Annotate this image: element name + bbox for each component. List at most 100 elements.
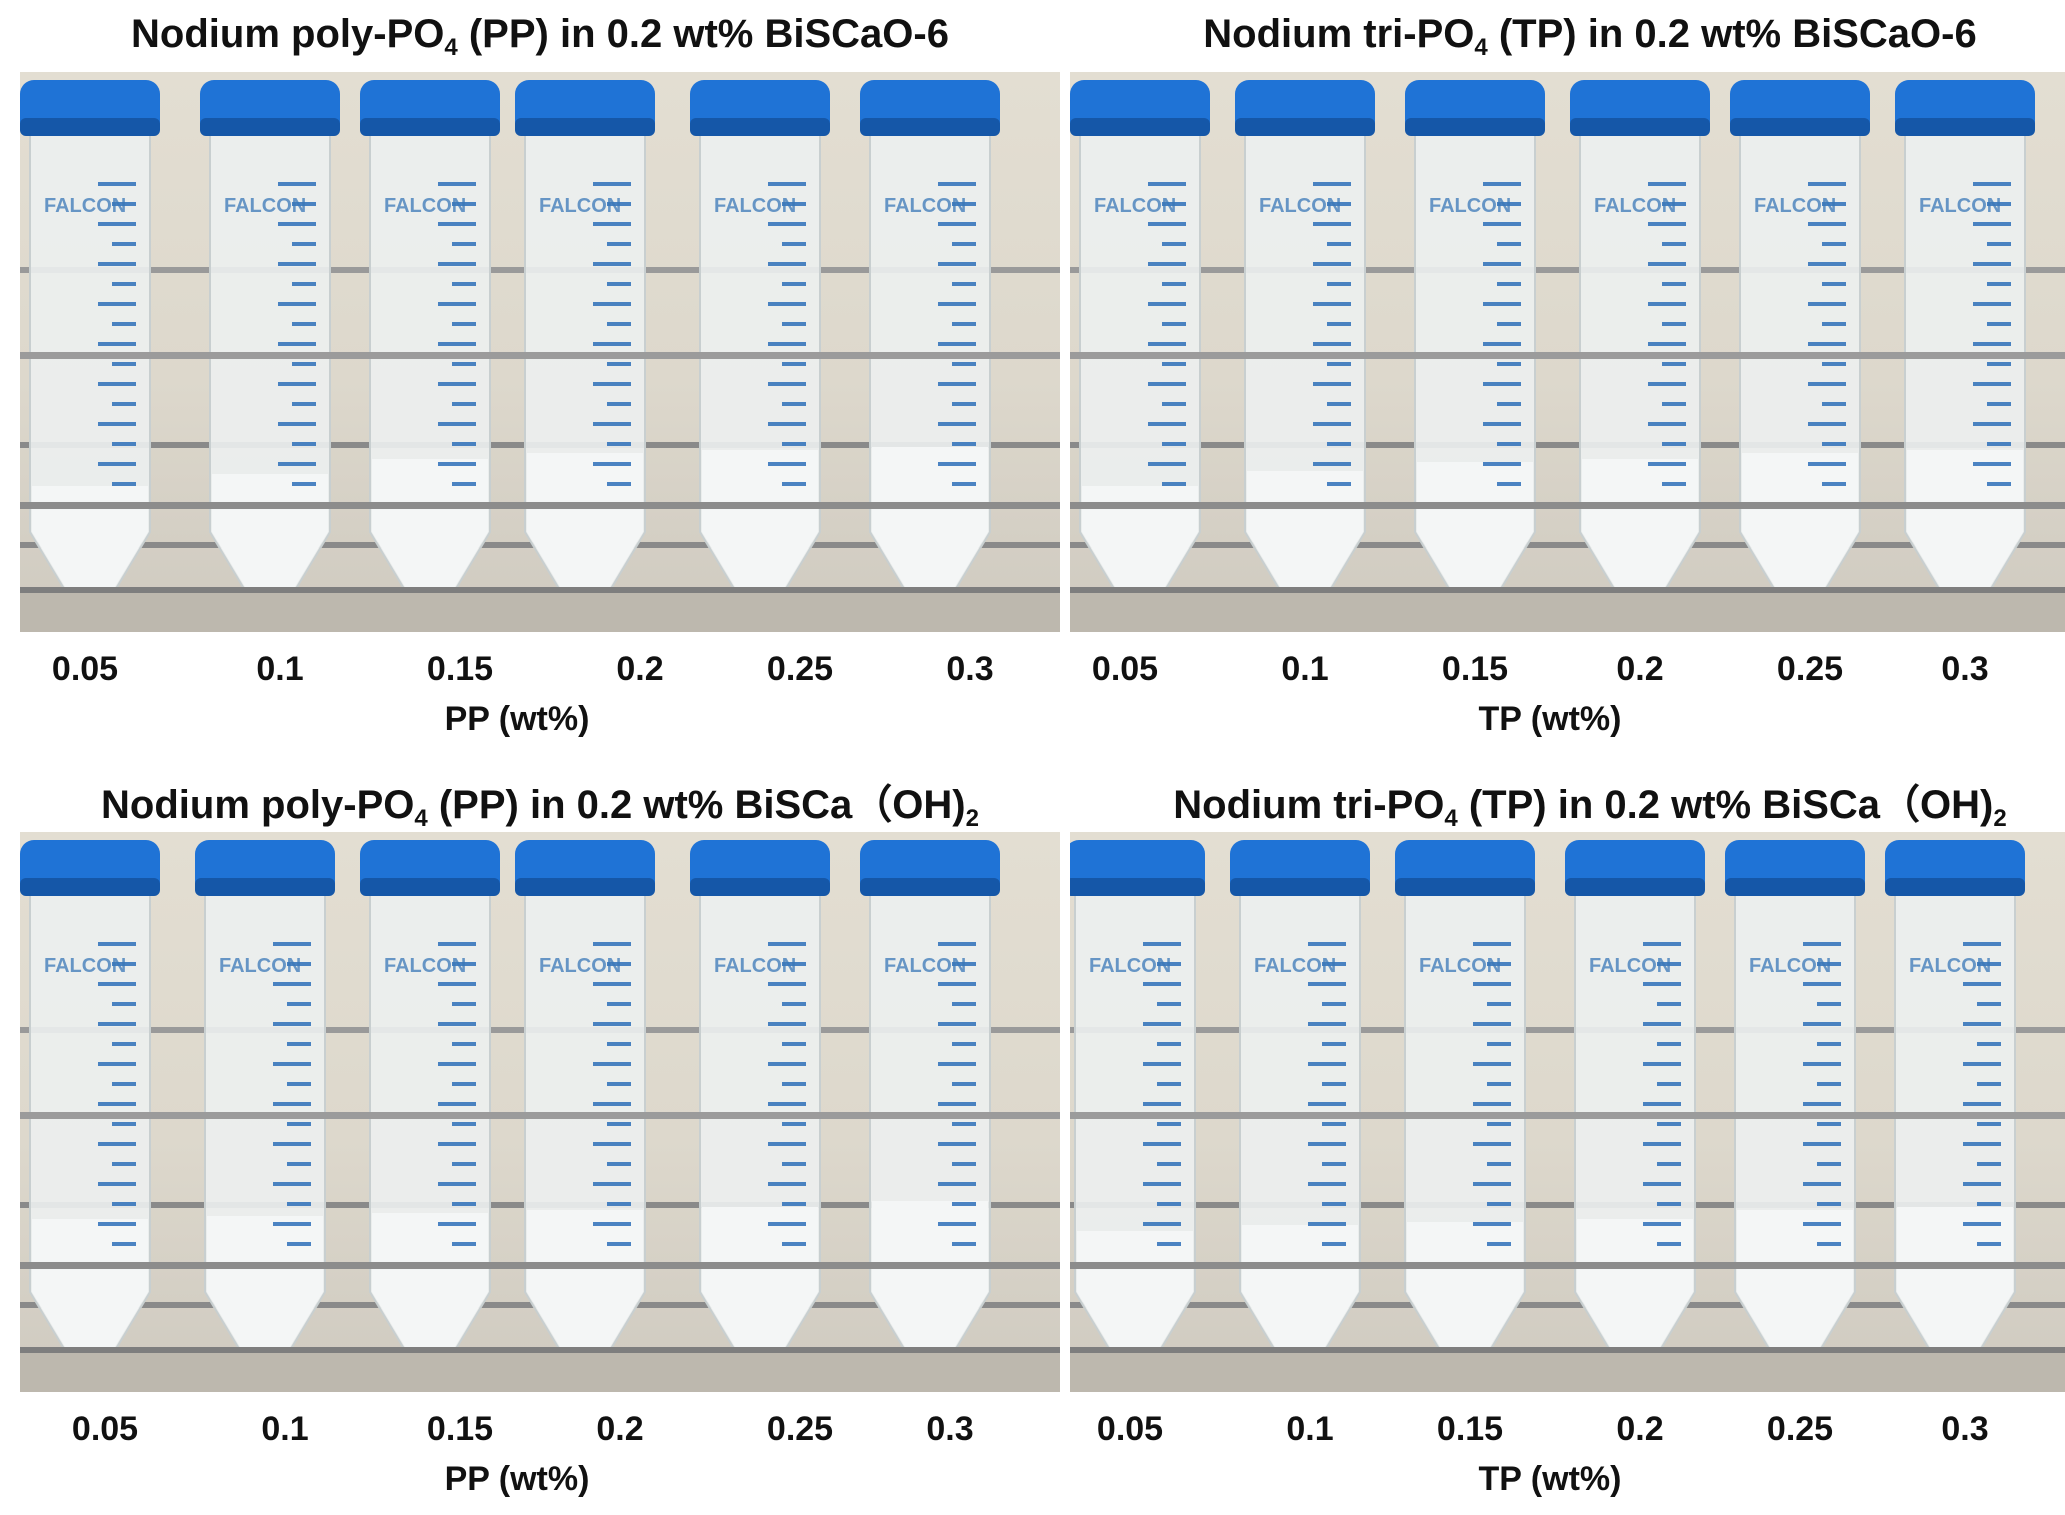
sediment	[1577, 1219, 1693, 1360]
centrifuge-tube: FALCON	[1730, 80, 1870, 603]
photo-scene: FALCON FALCON FALCON FALCON FALCON FALCON	[20, 80, 1060, 632]
sediment	[702, 450, 818, 600]
concentration-label: 0.25	[766, 1410, 834, 1448]
centrifuge-tube: FALCON	[1070, 80, 1210, 603]
sediment	[1247, 471, 1363, 600]
concentration-label: 0.1	[1286, 1410, 1334, 1448]
rack-bar	[1070, 502, 2065, 509]
sediment	[1242, 1225, 1358, 1360]
concentration-label: 0.05	[51, 650, 119, 688]
rack-bar	[20, 502, 1060, 509]
concentration-label: 0.3	[926, 1410, 974, 1448]
panel-title: Nodium poly-PO4 (PP) in 0.2 wt% BiSCa（OH…	[101, 783, 979, 832]
concentration-label: 0.05	[1096, 1410, 1164, 1448]
sediment	[1737, 1210, 1853, 1360]
concentration-label: 0.25	[1766, 1410, 1834, 1448]
panel-title: Nodium tri-PO4 (TP) in 0.2 wt% BiSCaO-6	[1203, 12, 1977, 61]
centrifuge-tube: FALCON	[690, 80, 830, 603]
rack-base	[1070, 1352, 2065, 1392]
sediment	[372, 1213, 488, 1360]
sediment	[1582, 459, 1698, 600]
concentration-labels: 0.05 0.1 0.15 0.2 0.25 0.3	[1070, 1410, 2065, 1450]
panel-title: Nodium poly-PO4 (PP) in 0.2 wt% BiSCaO-6	[131, 12, 949, 61]
tube-brand-label: FALCON	[1919, 195, 2001, 217]
concentration-label: 0.15	[1441, 650, 1509, 688]
sediment	[1077, 1231, 1193, 1360]
tube-brand-label: FALCON	[1089, 955, 1171, 977]
sediment	[32, 1219, 148, 1360]
panel-pp-biscao6: Nodium poly-PO4 (PP) in 0.2 wt% BiSCaO-6…	[20, 10, 1060, 750]
concentration-label: 0.1	[1281, 650, 1329, 688]
rack-bar	[20, 1112, 1060, 1119]
tube-brand-label: FALCON	[1419, 955, 1501, 977]
centrifuge-tube: FALCON	[860, 80, 1000, 603]
tube-brand-label: FALCON	[1749, 955, 1831, 977]
rack-bar	[1070, 352, 2065, 359]
tube-brand-label: FALCON	[219, 955, 301, 977]
rack-bar	[1070, 1262, 2065, 1269]
centrifuge-tube: FALCON	[200, 80, 340, 603]
rack-bar	[20, 352, 1060, 359]
concentration-label: 0.3	[1941, 650, 1989, 688]
centrifuge-tube: FALCON	[20, 840, 160, 1363]
centrifuge-tube: FALCON	[515, 840, 655, 1363]
tube-brand-label: FALCON	[1259, 195, 1341, 217]
rack-bar	[1070, 1202, 2065, 1208]
concentration-labels: 0.05 0.1 0.15 0.2 0.25 0.3	[20, 650, 1060, 690]
tube-brand-label: FALCON	[44, 955, 126, 977]
tube-brand-label: FALCON	[384, 195, 466, 217]
sediment	[702, 1207, 818, 1360]
centrifuge-tube: FALCON	[1395, 840, 1535, 1363]
sediment	[372, 459, 488, 600]
concentration-labels: 0.05 0.1 0.15 0.2 0.25 0.3	[20, 1410, 1060, 1450]
panel-pp-biscaoh2: Nodium poly-PO4 (PP) in 0.2 wt% BiSCa（OH…	[20, 770, 1060, 1510]
concentration-label: 0.15	[1436, 1410, 1504, 1448]
sediment	[212, 474, 328, 600]
concentration-label: 0.05	[1091, 650, 1159, 688]
tube-brand-label: FALCON	[44, 195, 126, 217]
centrifuge-tube: FALCON	[360, 80, 500, 603]
panel-tp-biscaoh2: Nodium tri-PO4 (TP) in 0.2 wt% BiSCa（OH)…	[1070, 770, 2065, 1510]
rack-base	[20, 1352, 1060, 1392]
concentration-label: 0.25	[1776, 650, 1844, 688]
rack-bar	[1070, 442, 2065, 448]
rack-base	[1070, 592, 2065, 632]
concentration-label: 0.3	[1941, 1410, 1989, 1448]
tube-brand-label: FALCON	[224, 195, 306, 217]
sediment	[1897, 1207, 2013, 1360]
tube-brand-label: FALCON	[539, 195, 621, 217]
concentration-label: 0.2	[1616, 1410, 1664, 1448]
panel-tp-biscao6: Nodium tri-PO4 (TP) in 0.2 wt% BiSCaO-6 …	[1070, 10, 2065, 750]
concentration-labels: 0.05 0.1 0.15 0.2 0.25 0.3	[1070, 650, 2065, 690]
concentration-label: 0.05	[71, 1410, 139, 1448]
sediment	[527, 1210, 643, 1360]
tube-brand-label: FALCON	[884, 195, 966, 217]
sediment	[527, 453, 643, 600]
tube-photo: FALCON FALCON FALCON FALCON FALCON FALCON	[20, 72, 1060, 632]
sediment	[1907, 450, 2023, 600]
axis-label: PP (wt%)	[444, 700, 590, 738]
photo-scene: FALCON FALCON FALCON FALCON FALCON FALCON	[1070, 80, 2065, 632]
photo-scene: FALCON FALCON FALCON FALCON FALCON FALCON	[1070, 840, 2065, 1392]
rack-bar	[1070, 1112, 2065, 1119]
concentration-label: 0.15	[426, 1410, 494, 1448]
axis-label: PP (wt%)	[444, 1460, 590, 1498]
axis-label: TP (wt%)	[1478, 1460, 1622, 1498]
centrifuge-tube: FALCON	[1570, 80, 1710, 603]
rack-bar	[20, 1262, 1060, 1269]
tube-brand-label: FALCON	[384, 955, 466, 977]
concentration-label: 0.25	[766, 650, 834, 688]
tube-brand-label: FALCON	[714, 955, 796, 977]
sediment	[1417, 462, 1533, 600]
centrifuge-tube: FALCON	[1405, 80, 1545, 603]
sediment	[32, 486, 148, 600]
centrifuge-tube: FALCON	[690, 840, 830, 1363]
tube-photo: FALCON FALCON FALCON FALCON FALCON FALCON	[1070, 832, 2065, 1392]
sediment	[1407, 1222, 1523, 1360]
concentration-label: 0.2	[616, 650, 664, 688]
concentration-label: 0.1	[256, 650, 304, 688]
centrifuge-tube: FALCON	[195, 840, 335, 1363]
axis-label: TP (wt%)	[1478, 700, 1622, 738]
centrifuge-tube: FALCON	[1070, 840, 1205, 1363]
centrifuge-tube: FALCON	[20, 80, 160, 603]
